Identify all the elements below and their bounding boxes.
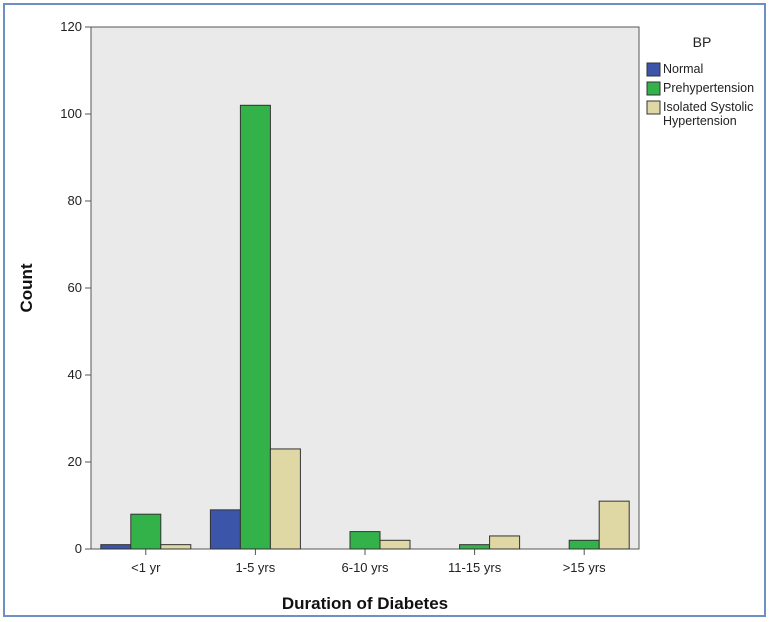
bar-prehypertension xyxy=(568,539,600,550)
legend-swatch xyxy=(646,62,661,77)
y-tick-label: 100 xyxy=(60,106,82,121)
y-tick-label: 0 xyxy=(75,541,82,556)
y-tick-label: 80 xyxy=(68,193,82,208)
legend-label: Normal xyxy=(663,62,703,76)
bar-prehypertension xyxy=(459,544,491,550)
bar-isolated-systolic-hypertension xyxy=(269,448,301,550)
bar-prehypertension xyxy=(130,513,162,550)
bar-prehypertension xyxy=(239,104,271,550)
legend-label: Prehypertension xyxy=(663,81,754,95)
bar-isolated-systolic-hypertension xyxy=(160,544,192,550)
x-tick-label: >15 yrs xyxy=(563,560,606,575)
x-tick-label: 1-5 yrs xyxy=(236,560,276,575)
legend-label: Hypertension xyxy=(663,114,737,128)
legend-label: Isolated Systolic xyxy=(663,100,753,114)
bars xyxy=(100,104,630,550)
bar-isolated-systolic-hypertension xyxy=(379,539,411,550)
bar-normal xyxy=(209,509,241,550)
x-axis-title: Duration of Diabetes xyxy=(282,594,448,613)
y-tick-label: 20 xyxy=(68,454,82,469)
bar-isolated-systolic-hypertension xyxy=(489,535,521,550)
bar-normal xyxy=(100,544,132,550)
plot-area xyxy=(90,26,640,550)
y-axis-title: Count xyxy=(17,263,36,312)
legend-title: BP xyxy=(693,34,712,50)
x-tick-label: 11-15 yrs xyxy=(448,560,502,575)
bar-prehypertension xyxy=(349,531,381,550)
legend-swatch xyxy=(646,81,661,96)
y-tick-label: 40 xyxy=(68,367,82,382)
legend: BP Normal Prehypertension Isolated Systoli… xyxy=(646,34,754,128)
x-tick-label: 6-10 yrs xyxy=(342,560,389,575)
bar-isolated-systolic-hypertension xyxy=(598,500,630,550)
y-tick-label: 120 xyxy=(60,19,82,34)
x-axis: <1 yr 1-5 yrs 6-10 yrs 11-15 yrs >15 yrs xyxy=(131,549,606,575)
y-axis: 0 20 40 60 80 100 120 xyxy=(60,19,91,556)
legend-swatch xyxy=(646,100,661,115)
y-tick-label: 60 xyxy=(68,280,82,295)
x-tick-label: <1 yr xyxy=(131,560,161,575)
